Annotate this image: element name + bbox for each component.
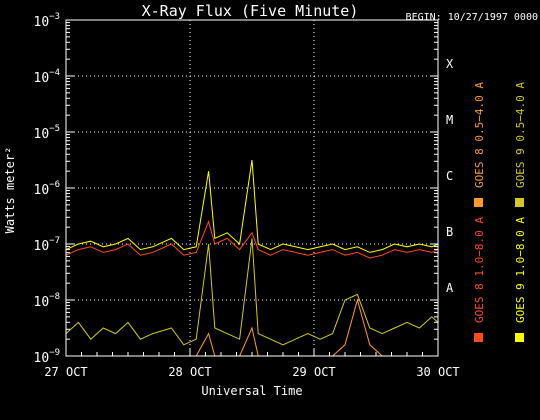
x-tick-label: 29 OCT	[292, 365, 335, 379]
y-tick-label: 10−5	[34, 124, 61, 142]
x-tick-label: 28 OCT	[168, 365, 211, 379]
y-tick-label: 10−9	[34, 348, 61, 366]
legend-label: GOES 9 0.5−4.0 A	[514, 82, 527, 188]
grid-lines	[66, 20, 438, 356]
series-line-1	[65, 220, 439, 259]
legend-swatch	[474, 333, 483, 342]
y-tick-label: 10−3	[34, 12, 61, 30]
y-axis-label: Watts meter²	[3, 147, 17, 234]
legend-swatch	[515, 198, 524, 207]
flare-class-label: A	[446, 281, 454, 295]
x-axis-label: Universal Time	[201, 384, 302, 398]
flare-class-label: C	[446, 169, 453, 183]
flare-class-label: M	[446, 113, 453, 127]
y-tick-label: 10−4	[34, 68, 61, 86]
flare-class-label: X	[446, 57, 454, 71]
axes: 10−9 10−8 10−7 10−6 10−5 10−4 10−3 27 OCT 28 OCT…	[34, 12, 460, 379]
begin-label: BEGIN: 10/27/1997 0000	[406, 12, 538, 23]
x-tick-label: 30 OCT	[416, 365, 459, 379]
legend-label: GOES 9 1.0−8.0 A	[514, 217, 527, 323]
chart-title: X-Ray Flux (Five Minute)	[142, 2, 359, 20]
flare-class-label: B	[446, 225, 453, 239]
legend-swatch	[515, 333, 524, 342]
legend: GOES 8 1.0−8.0 A GOES 8 0.5−4.0 A GOES 9 1…	[473, 82, 527, 342]
series-line-3	[65, 159, 439, 253]
x-tick-label: 27 OCT	[44, 365, 87, 379]
series-line-4	[65, 238, 439, 346]
y-tick-label: 10−8	[34, 292, 61, 310]
legend-label: GOES 8 1.0−8.0 A	[473, 217, 486, 323]
y-tick-label: 10−7	[34, 236, 61, 254]
legend-swatch	[474, 198, 483, 207]
y-tick-label: 10−6	[34, 180, 61, 198]
legend-label: GOES 8 0.5−4.0 A	[473, 82, 486, 188]
